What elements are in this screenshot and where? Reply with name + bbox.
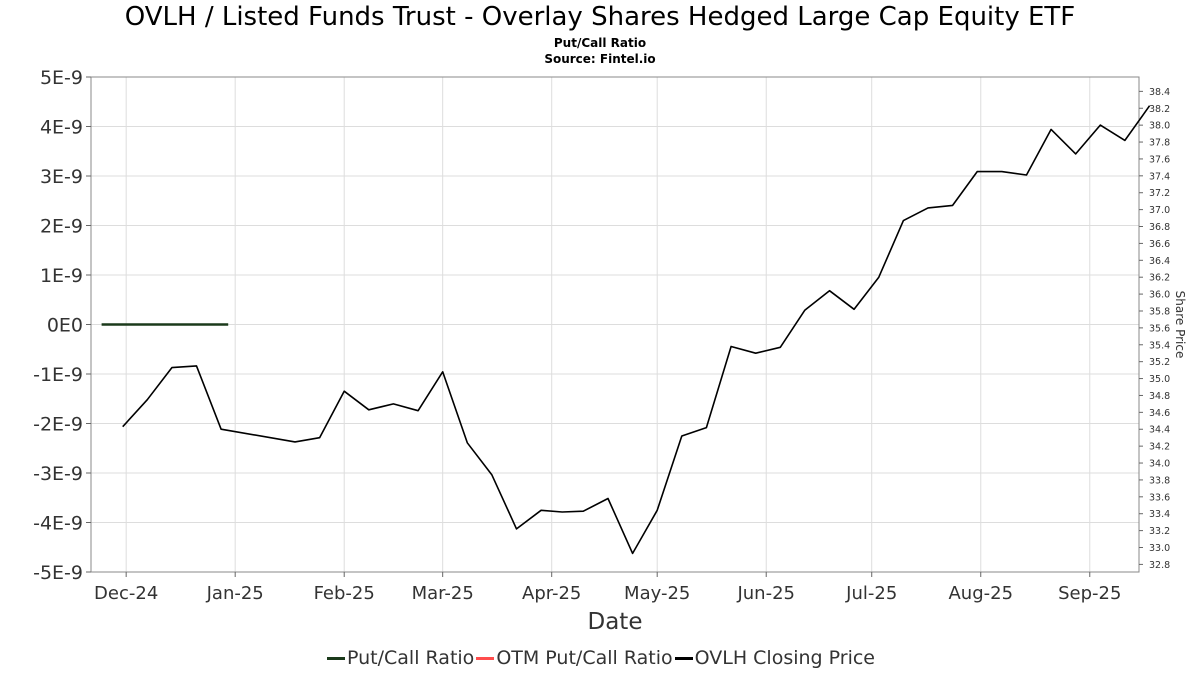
y-right-tick-label: 34.8 [1149,391,1170,402]
legend-label-closing-price: OVLH Closing Price [694,647,875,669]
legend-item-otm-put-call: OTM Put/Call Ratio [474,647,673,669]
y-right-tick-label: 38.2 [1149,104,1170,115]
y-left-tick-label: 0E0 [47,315,83,337]
y-right-tick-label: 33.4 [1149,509,1170,520]
y-left-tick-label: 5E-9 [40,67,83,89]
series-line-ovlh-closing-price [122,105,1151,555]
x-tick-label: Sep-25 [1058,583,1121,604]
x-tick-label: Aug-25 [948,583,1013,604]
legend-item-put-call: Put/Call Ratio [325,647,474,669]
x-tick-label: Dec-24 [94,583,158,604]
y-right-tick-label: 34.6 [1149,408,1170,419]
y-right-tick-label: 32.8 [1149,560,1170,571]
y-right-tick-label: 38.4 [1149,87,1170,98]
y-right-tick-label: 37.6 [1149,154,1170,165]
chart-title: OVLH / Listed Funds Trust - Overlay Shar… [124,2,1076,32]
y-right-tick-label: 33.8 [1149,475,1170,486]
y-right-tick-label: 33.6 [1149,492,1170,503]
y-right-tick-label: 34.2 [1149,442,1170,453]
y-right-tick-label: 37.4 [1149,171,1170,182]
y-right-tick-label: 34.0 [1149,459,1170,470]
y-right-tick-label: 36.8 [1149,222,1170,233]
put-call-chart: 5E-9 4E-9 3E-9 2E-9 1E-9 0E0 -1E-9 -2E-9 -3E-9 -4… [33,67,1187,635]
x-tick-label: May-25 [624,583,690,604]
x-tick-label: Jan-25 [206,583,264,604]
x-tick-label: Jun-25 [736,583,795,604]
y-left-tick-label: -3E-9 [33,463,83,485]
y-left-tick-label: -1E-9 [33,364,83,386]
y-left-tick-label: -2E-9 [33,414,83,436]
chart-subtitle: Put/Call Ratio [553,36,647,50]
chart-legend: Put/Call Ratio OTM Put/Call Ratio OVLH C… [0,647,1200,669]
x-tick-label: Apr-25 [522,583,581,604]
legend-swatch-otm-put-call [476,656,495,660]
legend-label-otm-put-call: OTM Put/Call Ratio [496,647,673,669]
y-right-tick-label: 33.0 [1149,543,1170,554]
y-left-tick-label: -4E-9 [33,513,83,535]
legend-swatch-put-call [327,656,345,660]
y-left-tick-label: 2E-9 [40,216,83,238]
y-right-tick-label: 36.4 [1149,256,1170,267]
y-right-tick-label: 36.6 [1149,239,1170,250]
chart-source: Source: Fintel.io [544,52,656,66]
legend-swatch-closing-price [674,656,693,660]
y-left-tick-label: 4E-9 [40,117,83,139]
y-right-tick-label: 37.0 [1149,205,1170,216]
y-left-tick-label: -5E-9 [33,562,83,584]
y-right-axis-title: Share Price [1173,291,1187,359]
y-right-tick-label: 35.6 [1149,323,1170,334]
y-right-tick-label: 37.2 [1149,188,1170,199]
y-right-tick-label: 33.2 [1149,526,1170,537]
y-right-tick-label: 35.2 [1149,357,1170,368]
y-right-tick-label: 35.4 [1149,340,1170,351]
x-tick-label: Feb-25 [314,583,375,604]
y-right-tick-label: 38.0 [1149,121,1170,132]
y-right-tick-label: 34.4 [1149,425,1170,436]
y-right-tick-label: 35.0 [1149,374,1170,385]
legend-label-put-call: Put/Call Ratio [347,647,475,669]
y-right-tick-label: 36.2 [1149,273,1170,284]
y-left-tick-label: 3E-9 [40,166,83,188]
x-tick-label: Jul-25 [845,583,897,604]
y-left-tick-label: 1E-9 [40,265,83,287]
legend-item-closing-price: OVLH Closing Price [673,647,875,669]
y-right-tick-label: 35.8 [1149,306,1170,317]
y-right-tick-label: 37.8 [1149,138,1170,149]
y-right-tick-label: 36.0 [1149,290,1170,301]
x-axis-title: Date [588,609,643,635]
x-tick-label: Mar-25 [412,583,474,604]
